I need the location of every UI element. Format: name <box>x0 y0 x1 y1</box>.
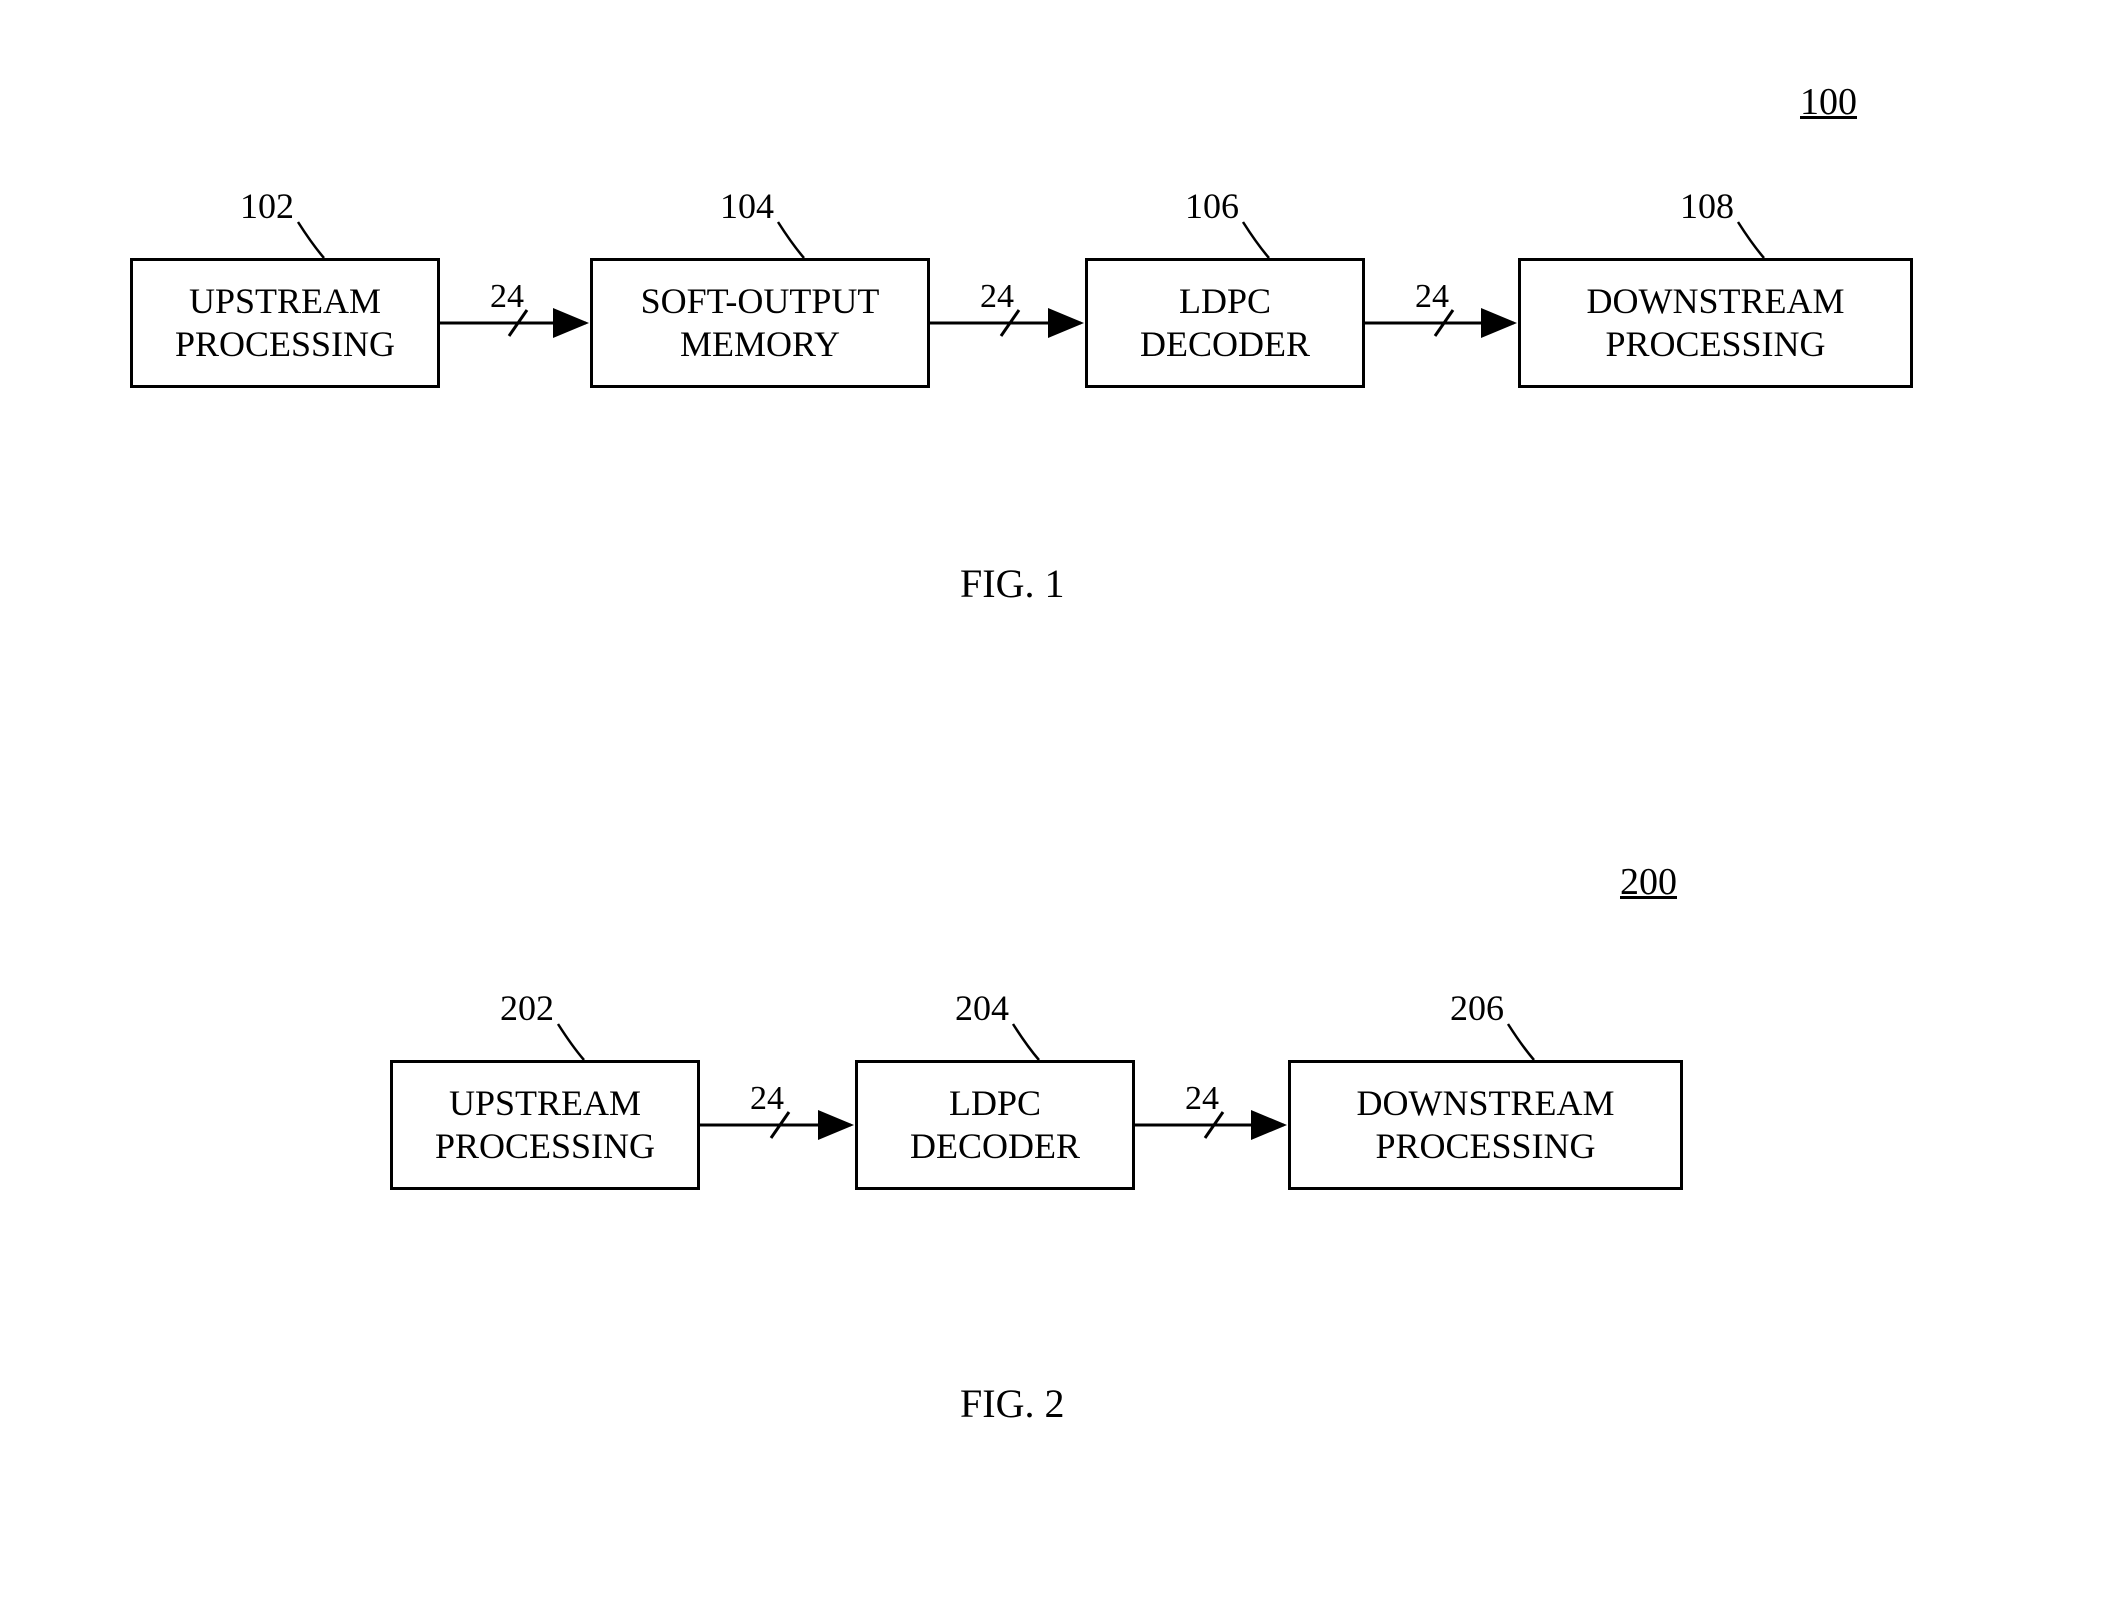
fig1-softmem-leader <box>778 222 804 258</box>
fig1-arrow1-label: 24 <box>490 278 524 316</box>
fig2-ldpc-box: LDPCDECODER <box>855 1060 1135 1190</box>
fig2-downstream-leader <box>1508 1024 1534 1060</box>
fig1-caption: FIG. 1 <box>960 560 1064 607</box>
fig1-softmem-label: SOFT-OUTPUTMEMORY <box>641 280 880 366</box>
fig2-downstream-num: 206 <box>1450 987 1504 1029</box>
fig1-downstream-num: 108 <box>1680 185 1734 227</box>
fig1-upstream-label: UPSTREAMPROCESSING <box>175 280 395 366</box>
fig2-upstream-label: UPSTREAMPROCESSING <box>435 1082 655 1168</box>
diagram-canvas: 100 UPSTREAMPROCESSING 102 SOFT-OUTPUTME… <box>0 0 2101 1613</box>
fig2-arrow2-label: 24 <box>1185 1080 1219 1118</box>
fig1-downstream-box: DOWNSTREAMPROCESSING <box>1518 258 1913 388</box>
fig2-upstream-num: 202 <box>500 987 554 1029</box>
fig2-ref-label: 200 <box>1620 860 1677 904</box>
fig1-softmem-num: 104 <box>720 185 774 227</box>
fig2-arrow1-label: 24 <box>750 1080 784 1118</box>
fig2-caption: FIG. 2 <box>960 1380 1064 1427</box>
fig1-downstream-leader <box>1738 222 1764 258</box>
fig1-upstream-box: UPSTREAMPROCESSING <box>130 258 440 388</box>
fig1-ref-label: 100 <box>1800 80 1857 124</box>
fig1-upstream-leader <box>298 222 324 258</box>
fig2-upstream-leader <box>558 1024 584 1060</box>
fig1-upstream-num: 102 <box>240 185 294 227</box>
fig1-ldpc-leader <box>1243 222 1269 258</box>
fig2-downstream-label: DOWNSTREAMPROCESSING <box>1357 1082 1615 1168</box>
fig2-ldpc-leader <box>1013 1024 1039 1060</box>
fig1-ldpc-box: LDPCDECODER <box>1085 258 1365 388</box>
fig2-ldpc-num: 204 <box>955 987 1009 1029</box>
fig1-ldpc-label: LDPCDECODER <box>1140 280 1310 366</box>
fig1-downstream-label: DOWNSTREAMPROCESSING <box>1587 280 1845 366</box>
fig1-arrow3-label: 24 <box>1415 278 1449 316</box>
fig1-softmem-box: SOFT-OUTPUTMEMORY <box>590 258 930 388</box>
svg-overlay <box>0 0 2101 1613</box>
fig1-ldpc-num: 106 <box>1185 185 1239 227</box>
fig2-ldpc-label: LDPCDECODER <box>910 1082 1080 1168</box>
fig2-upstream-box: UPSTREAMPROCESSING <box>390 1060 700 1190</box>
fig2-downstream-box: DOWNSTREAMPROCESSING <box>1288 1060 1683 1190</box>
fig1-arrow2-label: 24 <box>980 278 1014 316</box>
